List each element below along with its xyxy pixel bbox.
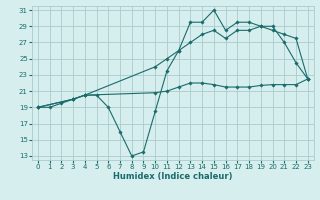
X-axis label: Humidex (Indice chaleur): Humidex (Indice chaleur) bbox=[113, 172, 233, 181]
